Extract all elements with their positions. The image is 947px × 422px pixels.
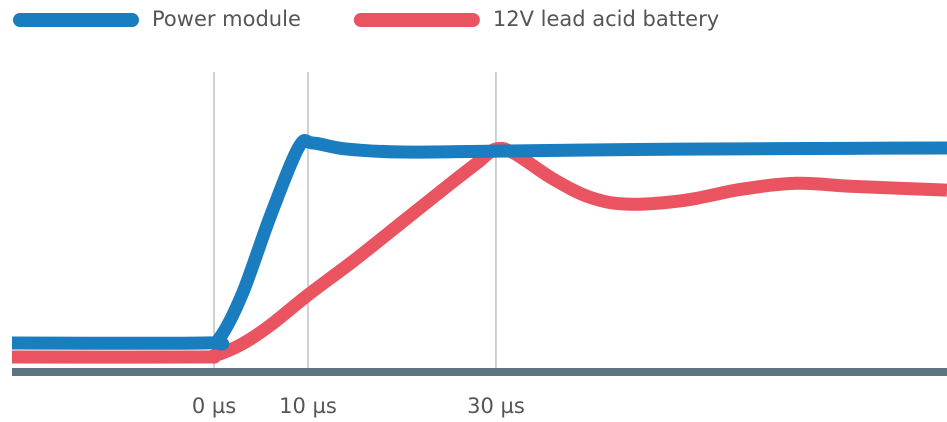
x-tick-label: 30 µs xyxy=(467,394,525,418)
series-line xyxy=(11,141,947,364)
legend-label: Power module xyxy=(152,7,301,31)
legend-label: 12V lead acid battery xyxy=(493,7,719,31)
series-line xyxy=(11,134,947,351)
x-tick-label: 10 µs xyxy=(279,394,337,418)
x-tick-label: 0 µs xyxy=(192,394,236,418)
